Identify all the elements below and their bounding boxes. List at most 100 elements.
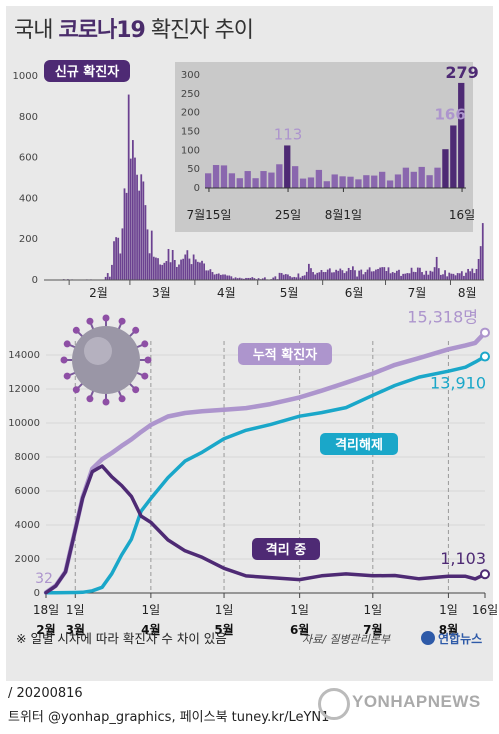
inset-annotation: 113 — [274, 125, 303, 143]
daily-bar — [477, 258, 480, 280]
daily-bar — [314, 274, 317, 280]
daily-bar — [467, 268, 469, 280]
x-month-label: 3월 — [66, 622, 85, 637]
daily-bar — [372, 271, 375, 280]
isolated-tag-label: 격리 중 — [266, 542, 306, 558]
daily-bar — [446, 276, 449, 280]
inset-bar — [363, 175, 370, 188]
daily-bar — [471, 268, 474, 280]
y-tick-label: 14000 — [8, 350, 40, 361]
inset-bar — [402, 167, 410, 188]
daily-bar — [391, 272, 394, 280]
daily-bar — [396, 270, 398, 280]
y-tick-label: 800 — [19, 112, 38, 123]
daily-bar — [368, 267, 371, 280]
daily-bar — [182, 258, 185, 280]
inset-bar — [228, 173, 236, 188]
inset-annotation: 279 — [445, 63, 478, 82]
inset-bar — [323, 181, 330, 188]
y-tick-label: 10000 — [8, 418, 40, 429]
daily-bar — [127, 94, 130, 280]
inset-bar — [252, 178, 259, 188]
end-label-released: 13,910 — [430, 374, 486, 393]
virus-spike-tip — [86, 317, 94, 325]
daily-bar — [192, 254, 195, 280]
date-code: / 20200816 — [8, 686, 83, 701]
daily-bar — [331, 272, 333, 280]
daily-bar — [247, 277, 249, 280]
daily-bar — [354, 270, 356, 280]
daily-bar — [398, 269, 400, 280]
daily-bar — [454, 275, 457, 280]
daily-bar — [427, 274, 430, 280]
daily-bar — [180, 259, 182, 280]
daily-bar — [249, 277, 252, 280]
daily-bar — [178, 264, 180, 280]
virus-spike-tip — [118, 317, 126, 325]
daily-bar — [213, 274, 216, 280]
virus-spike-tip — [102, 398, 110, 406]
daily-bar — [444, 270, 446, 280]
x-month-label: 4월 — [141, 622, 160, 637]
virus-spike-tip — [141, 372, 149, 380]
daily-bar — [230, 276, 233, 280]
inset-bar — [386, 180, 394, 188]
inset-bar — [205, 173, 212, 188]
daily-bar — [169, 262, 172, 280]
inset-x-label: 7월15일 — [186, 208, 231, 222]
daily-bar — [217, 273, 220, 280]
daily-bar — [293, 276, 296, 280]
series-end-point — [480, 327, 490, 338]
daily-bar — [138, 190, 141, 280]
daily-bar — [400, 275, 402, 280]
month-label: 5월 — [280, 286, 299, 300]
inset-bar — [410, 171, 417, 188]
daily-bar — [305, 271, 308, 280]
daily-bar — [458, 273, 461, 280]
daily-bar — [308, 263, 310, 280]
daily-bar — [381, 267, 384, 280]
daily-bar — [389, 273, 392, 280]
inset-bar — [268, 172, 275, 188]
virus-spike-tip — [72, 326, 80, 334]
x-month-label: 8월 — [439, 622, 458, 637]
daily-bar — [220, 274, 222, 280]
daily-bar — [113, 241, 115, 280]
daily-bar — [425, 270, 428, 280]
daily-bar — [433, 267, 436, 280]
month-label: 2월 — [89, 286, 108, 300]
watermark-text: YONHAPNEWS — [352, 692, 481, 711]
daily-bar — [335, 269, 337, 280]
daily-bar — [186, 250, 189, 280]
daily-bar — [173, 260, 176, 280]
daily-bar — [196, 261, 199, 280]
small-logo-text: 연합뉴스 — [438, 631, 482, 646]
daily-bar — [379, 267, 381, 280]
daily-bar — [358, 270, 361, 280]
daily-bar — [272, 277, 275, 280]
inset-x-label: 25일 — [275, 208, 301, 222]
daily-bar — [211, 272, 214, 280]
daily-bar — [161, 264, 164, 280]
y-tick-label: 600 — [19, 153, 38, 164]
daily-bar — [132, 140, 134, 280]
month-label: 7월 — [408, 286, 427, 300]
month-label: 6월 — [345, 286, 364, 300]
inset-y-tick-label: 300 — [181, 70, 200, 81]
daily-bar — [199, 262, 201, 280]
y-tick-label: 1000 — [13, 71, 38, 82]
title-suffix: 확진자 추이 — [144, 18, 254, 43]
end-label-isolated: 1,103 — [440, 549, 486, 568]
daily-bar — [289, 276, 291, 280]
daily-bar — [370, 271, 373, 280]
inset-bar — [379, 171, 386, 188]
daily-bar — [240, 278, 243, 280]
inset-x-label: 8월1일 — [325, 208, 362, 222]
daily-bar — [106, 273, 109, 280]
inset-y-tick-label: 100 — [181, 145, 200, 156]
daily-bar — [339, 268, 342, 280]
daily-bar — [165, 261, 168, 280]
daily-bar — [121, 228, 124, 280]
x-day-label: 16일 — [472, 603, 498, 617]
